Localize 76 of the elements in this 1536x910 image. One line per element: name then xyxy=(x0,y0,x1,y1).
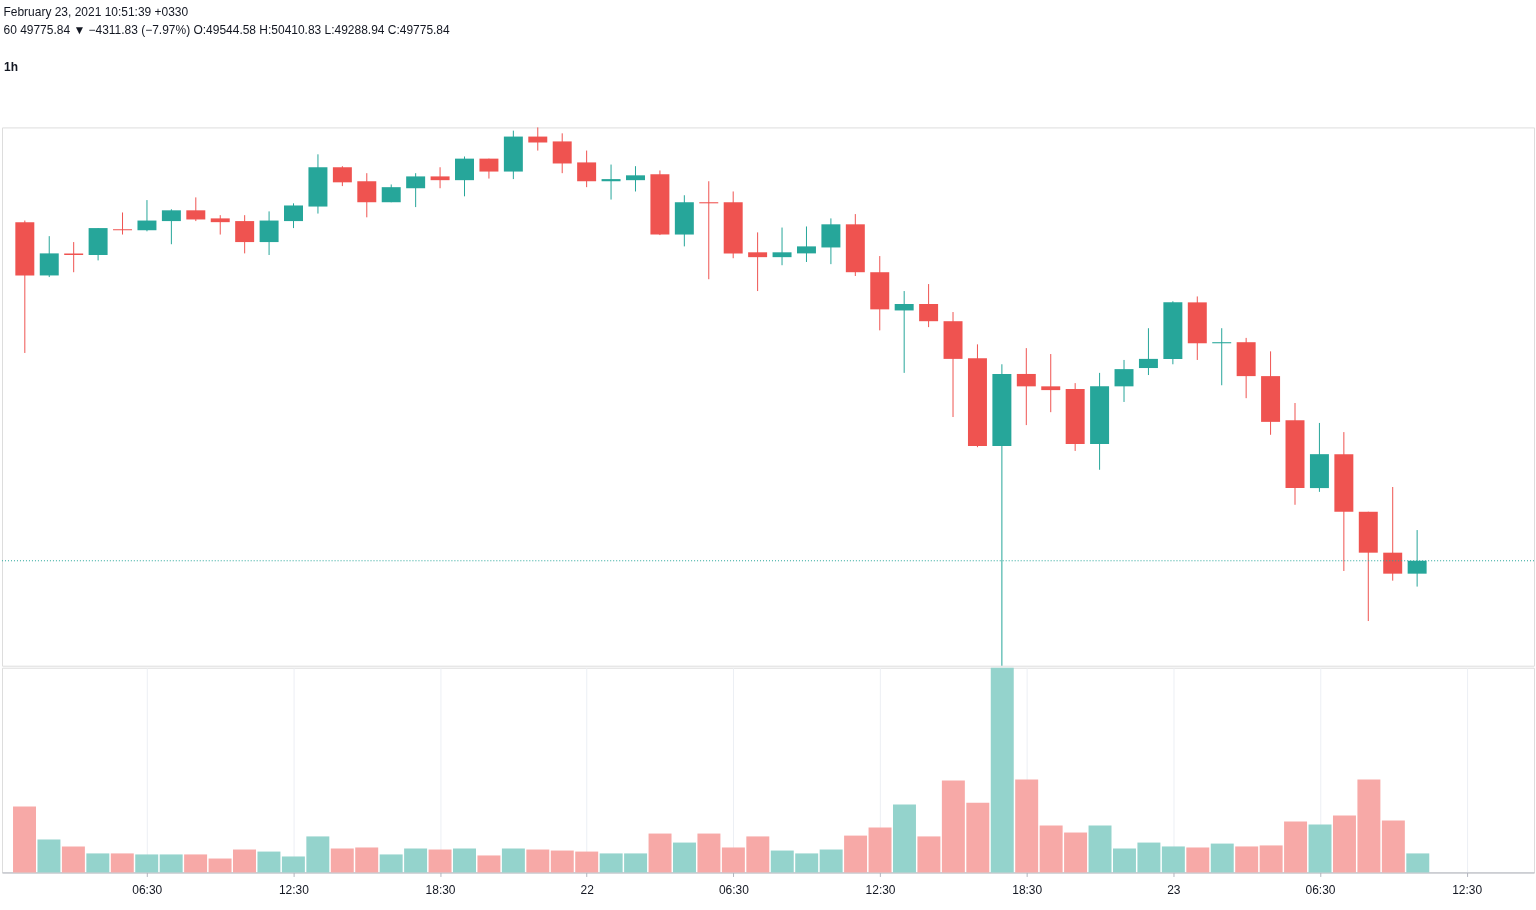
bar xyxy=(1406,853,1430,873)
bar xyxy=(1186,847,1210,873)
candlestick xyxy=(137,199,157,232)
bar xyxy=(648,833,672,873)
candlestick xyxy=(406,172,426,208)
candlestick xyxy=(64,241,84,273)
candlestick xyxy=(626,165,645,192)
candlestick xyxy=(1041,353,1061,413)
bar xyxy=(501,848,525,873)
candlestick xyxy=(161,208,181,245)
bar xyxy=(110,853,134,873)
candlestick xyxy=(1138,327,1158,376)
chart-title: February 23, 2021 10:51:39 +0330 xyxy=(3,4,189,19)
x-tick-label: 22 xyxy=(580,882,595,897)
bar xyxy=(184,854,208,873)
candlestick xyxy=(1016,347,1036,426)
bar xyxy=(892,804,916,873)
x-tick-label: 23 xyxy=(1167,882,1181,897)
candlestick xyxy=(430,166,450,189)
candlestick xyxy=(601,164,621,201)
bar xyxy=(1235,846,1259,873)
bar xyxy=(86,853,110,873)
candlestick xyxy=(894,290,914,374)
bar xyxy=(453,848,476,873)
chart-subtitle: 60 49775.84 ▼ −4311.83 (−7.97%) O:49544.58 H:50410.83 L:49288.94 C:49775.84 xyxy=(3,22,451,37)
bar xyxy=(61,846,85,873)
candlestick xyxy=(455,155,474,197)
bar xyxy=(1161,846,1185,873)
bar xyxy=(13,806,36,873)
candlestick xyxy=(1114,359,1134,403)
candlestick xyxy=(235,214,255,254)
bar xyxy=(477,855,501,873)
bar xyxy=(990,667,1014,873)
candlestick xyxy=(332,165,352,187)
candlestick xyxy=(919,283,939,328)
candlestick xyxy=(1383,486,1403,582)
candlestick xyxy=(552,132,572,174)
candlestick xyxy=(186,196,206,222)
candlestick xyxy=(259,210,279,256)
bar xyxy=(844,835,868,873)
candlestick xyxy=(210,214,230,236)
x-tick-label: 18:30 xyxy=(425,882,456,897)
candlestick xyxy=(284,202,303,229)
bar xyxy=(1210,843,1234,873)
bar xyxy=(673,842,696,873)
bar xyxy=(37,839,61,873)
x-tick-label: 06:30 xyxy=(718,882,750,897)
bar xyxy=(135,854,159,873)
bar xyxy=(1015,779,1039,873)
candlestick xyxy=(39,235,59,278)
bar xyxy=(1308,824,1332,873)
bar xyxy=(819,849,843,873)
bar xyxy=(526,849,550,873)
candlestick xyxy=(357,172,377,218)
bar xyxy=(1381,820,1405,873)
candlestick xyxy=(699,180,719,280)
candlestick xyxy=(113,211,133,236)
bar xyxy=(428,849,452,873)
bar xyxy=(257,851,281,873)
x-tick-label: 06:30 xyxy=(1305,882,1336,897)
candlestick xyxy=(796,225,816,263)
bar xyxy=(917,836,941,873)
x-tick-label: 18:30 xyxy=(1012,882,1043,897)
x-tick-label: 12:30 xyxy=(865,882,896,897)
bar xyxy=(697,833,721,873)
text: 1h xyxy=(3,60,18,75)
x-tick-label: 06:30 xyxy=(132,882,163,897)
candlestick xyxy=(772,227,792,266)
candlestick xyxy=(821,217,841,265)
candlestick xyxy=(577,150,597,188)
x-tick-label: 12:30 xyxy=(1452,882,1483,897)
candlestick xyxy=(748,231,768,292)
candlestick xyxy=(1212,327,1232,386)
bar xyxy=(868,827,892,873)
bar xyxy=(159,854,183,873)
x-tick-label: 12:30 xyxy=(278,882,310,897)
